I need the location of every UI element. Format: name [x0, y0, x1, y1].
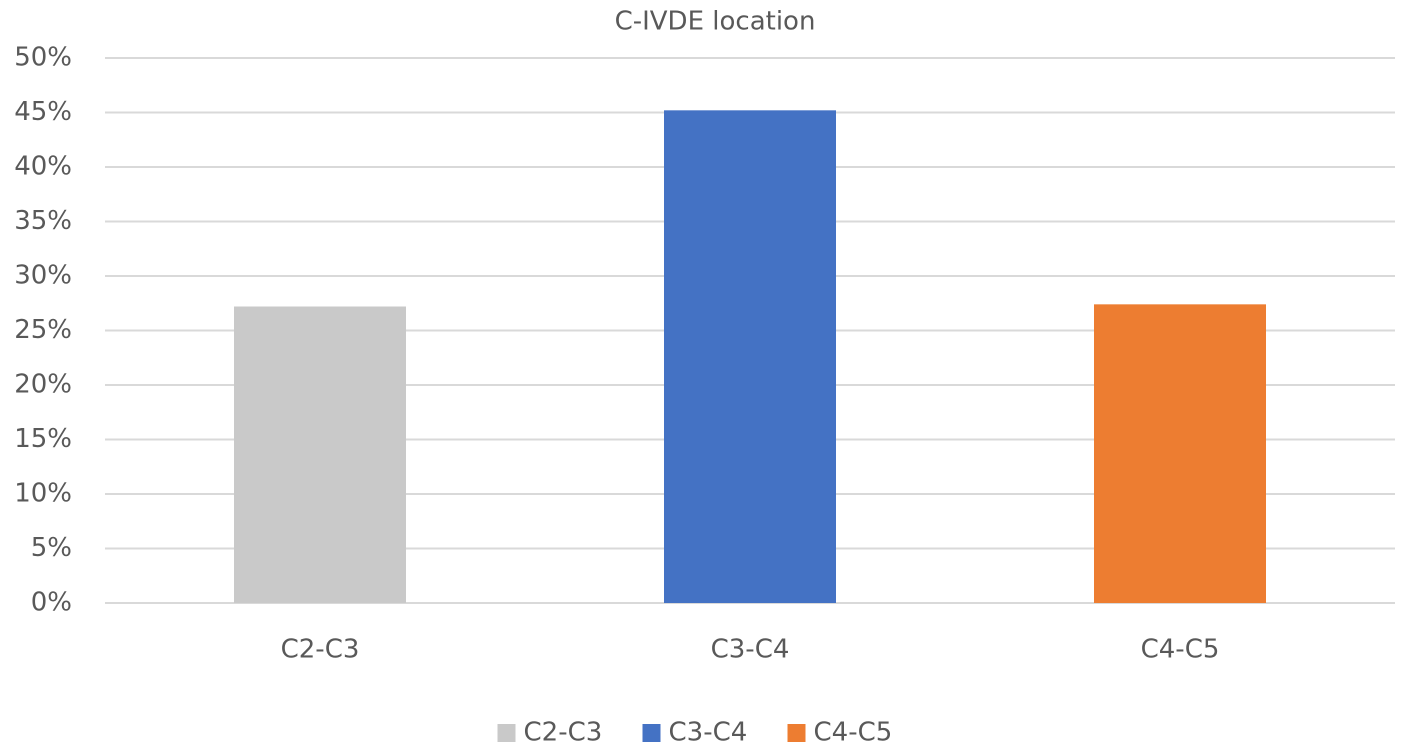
y-tick-label: 15%: [14, 424, 72, 454]
x-tick-label: C4-C5: [1141, 635, 1220, 665]
bar: [234, 306, 406, 603]
y-tick-label: 5%: [31, 533, 72, 563]
y-tick-label: 0%: [31, 588, 72, 618]
y-tick-label: 50%: [14, 43, 72, 73]
y-tick-label: 30%: [14, 261, 72, 291]
bar: [664, 110, 836, 603]
legend-label: C2-C3: [524, 718, 603, 748]
chart-title: C-IVDE location: [615, 7, 816, 37]
y-tick-label: 25%: [14, 315, 72, 345]
legend-label: C3-C4: [669, 718, 748, 748]
legend-swatch: [787, 724, 806, 742]
y-tick-label: 40%: [14, 152, 72, 182]
y-tick-label: 35%: [14, 206, 72, 236]
bar: [1094, 304, 1266, 603]
y-tick-label: 20%: [14, 370, 72, 400]
x-tick-label: C2-C3: [281, 635, 360, 665]
legend-swatch: [497, 724, 516, 742]
legend-swatch: [642, 724, 661, 742]
y-tick-label: 45%: [14, 97, 72, 127]
y-tick-label: 10%: [14, 479, 72, 509]
x-tick-label: C3-C4: [711, 635, 790, 665]
legend-label: C4-C5: [814, 718, 893, 748]
